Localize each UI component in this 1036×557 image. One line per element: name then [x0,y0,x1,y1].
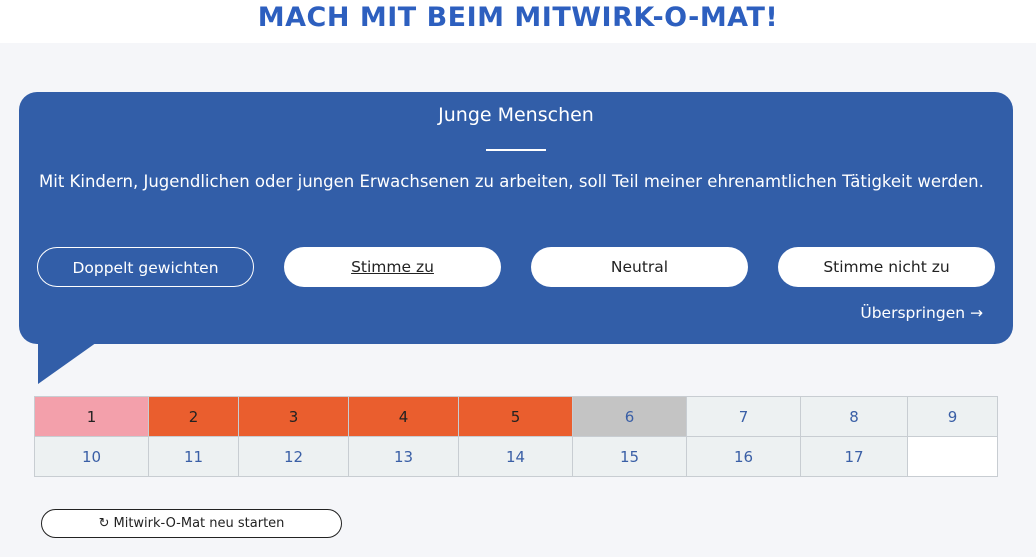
restart-button[interactable]: ↻ Mitwirk-O-Mat neu starten [41,509,342,538]
question-cell-12[interactable]: 12 [238,436,349,477]
disagree-button[interactable]: Stimme nicht zu [778,247,995,287]
question-cell-17[interactable]: 17 [800,436,908,477]
question-cell-9[interactable]: 9 [907,396,998,437]
question-cell-11[interactable]: 11 [148,436,239,477]
question-cell-1[interactable]: 1 [34,396,149,437]
progress-row-1: 1 2 3 4 5 6 7 8 9 [34,396,998,437]
page-title: MACH MIT BEIM MITWIRK-O-MAT! [257,2,779,33]
progress-grid: 1 2 3 4 5 6 7 8 9 10 11 12 13 14 15 16 1… [34,396,998,477]
question-cell-8[interactable]: 8 [800,396,908,437]
question-cell-14[interactable]: 14 [458,436,573,477]
progress-row-2: 10 11 12 13 14 15 16 17 [34,436,998,477]
question-statement: Mit Kindern, Jugendlichen oder jungen Er… [39,172,984,191]
top-bar [0,0,1036,43]
empty-cell [907,436,998,477]
topic-divider [486,149,546,151]
question-cell-2[interactable]: 2 [148,396,239,437]
question-cell-5[interactable]: 5 [458,396,573,437]
skip-link[interactable]: Überspringen → [860,304,983,322]
question-cell-16[interactable]: 16 [686,436,801,477]
double-weight-button[interactable]: Doppelt gewichten [37,247,254,287]
speech-bubble-tail [38,340,100,384]
restart-label: Mitwirk-O-Mat neu starten [113,516,285,531]
question-cell-15[interactable]: 15 [572,436,687,477]
neutral-button[interactable]: Neutral [531,247,748,287]
question-cell-13[interactable]: 13 [348,436,459,477]
question-cell-4[interactable]: 4 [348,396,459,437]
question-cell-10[interactable]: 10 [34,436,149,477]
question-cell-3[interactable]: 3 [238,396,349,437]
question-topic: Junge Menschen [438,104,594,126]
restart-icon: ↻ [98,516,110,531]
question-cell-7[interactable]: 7 [686,396,801,437]
question-card: Junge Menschen Mit Kindern, Jugendlichen… [19,92,1013,344]
question-cell-6[interactable]: 6 [572,396,687,437]
agree-button[interactable]: Stimme zu [284,247,501,287]
